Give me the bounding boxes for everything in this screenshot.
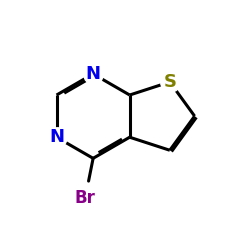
Text: S: S	[163, 73, 176, 91]
Text: N: N	[86, 65, 100, 83]
Text: Br: Br	[75, 189, 96, 207]
Text: N: N	[49, 128, 64, 146]
